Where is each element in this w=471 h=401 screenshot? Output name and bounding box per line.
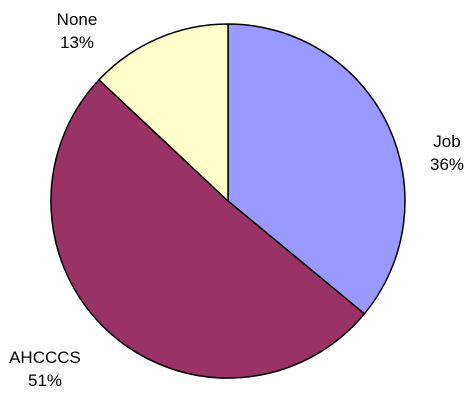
slice-label-job: Job [433, 132, 460, 151]
slices-layer [50, 23, 406, 379]
pie-slice-ahcccs [50, 79, 366, 379]
slice-value-job: 36% [430, 155, 464, 174]
pie-slice-job [227, 23, 406, 315]
slice-value-ahcccs: 51% [28, 371, 62, 390]
pie-slice-none [98, 23, 229, 202]
slice-value-none: 13% [60, 33, 94, 52]
slice-label-none: None [57, 10, 98, 29]
labels-layer: Job 36% AHCCCS 51% None 13% [9, 10, 464, 390]
slice-label-ahcccs: AHCCCS [9, 348, 81, 367]
